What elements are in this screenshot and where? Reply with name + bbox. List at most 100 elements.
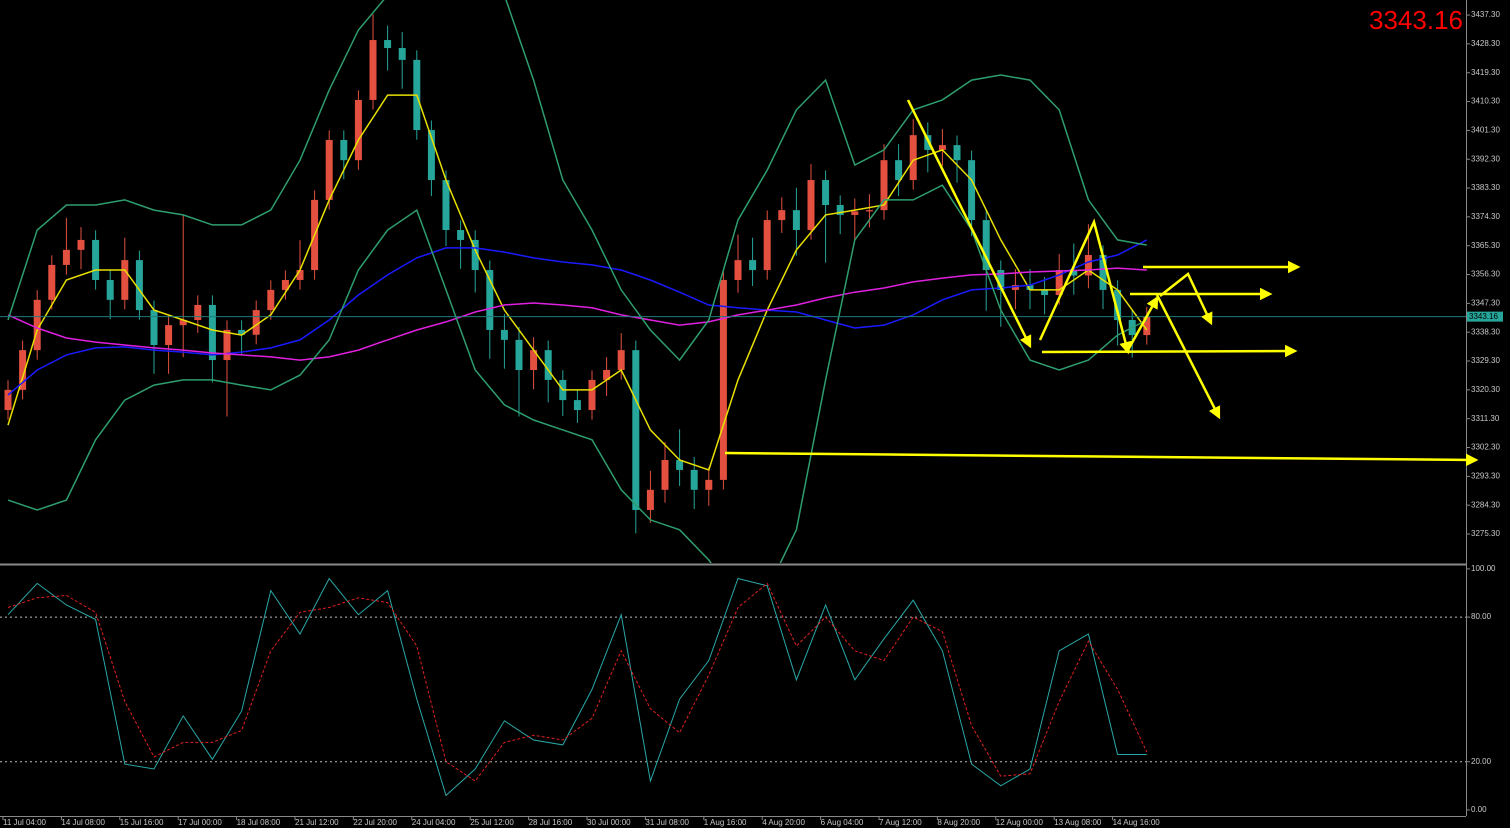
candle-body	[398, 48, 406, 60]
candle-body	[384, 40, 392, 49]
candle-body	[1011, 285, 1019, 290]
candle-body	[340, 139, 348, 161]
indicator-line	[7, 0, 1147, 362]
candle-body	[632, 350, 640, 510]
candle-body	[106, 279, 114, 300]
candle-body	[763, 220, 771, 271]
candle-body	[135, 260, 143, 311]
candle-body	[544, 350, 552, 380]
x-tick-label: 7 Aug 12:00	[879, 818, 922, 827]
y-tick-label: 3320.30	[1471, 385, 1500, 394]
y-tick-label: 3392.30	[1471, 154, 1500, 163]
current-price-box	[1467, 311, 1503, 322]
candle-body	[1143, 316, 1151, 336]
candle-body	[121, 260, 129, 300]
candle-body	[486, 270, 494, 330]
x-tick-label: 18 Jul 08:00	[237, 818, 281, 827]
candle-body	[500, 329, 508, 340]
oscillator-line	[7, 582, 1148, 782]
x-tick-label: 4 Aug 20:00	[762, 818, 805, 827]
y-tick-label: 80.00	[1471, 612, 1492, 621]
x-tick-label: 15 Jul 16:00	[120, 818, 164, 827]
candle-body	[92, 239, 100, 280]
candle-body	[165, 325, 173, 346]
candle-body	[573, 400, 581, 411]
x-tick-label: 1 Aug 16:00	[704, 818, 747, 827]
candle-body	[938, 145, 946, 150]
candle-body	[895, 160, 903, 181]
candle-body	[836, 205, 844, 215]
indicator-line	[7, 267, 1147, 361]
candle-body	[208, 304, 216, 361]
y-tick-label: 3419.30	[1471, 68, 1500, 77]
candle-body	[865, 210, 873, 212]
x-tick-label: 12 Aug 00:00	[996, 818, 1044, 827]
candle-body	[1099, 254, 1107, 290]
y-tick-label: 3401.30	[1471, 125, 1500, 134]
indicator-line	[7, 239, 1148, 396]
y-tick-label: 20.00	[1471, 757, 1492, 766]
candle-body	[749, 260, 757, 271]
annotation-arrow	[1041, 344, 1298, 358]
x-tick-label: 14 Jul 08:00	[61, 818, 105, 827]
candle-body	[588, 379, 596, 411]
candle-body	[661, 460, 669, 490]
annotation-arrow	[1159, 272, 1213, 326]
y-tick-label: 3374.30	[1471, 212, 1500, 221]
y-tick-label: 100.00	[1471, 564, 1496, 573]
candle-body	[968, 160, 976, 221]
candle-body	[325, 139, 333, 200]
candle-body	[238, 329, 246, 335]
candle-body	[617, 350, 625, 370]
y-tick-label: 3437.30	[1471, 10, 1500, 19]
y-tick-label: 3383.30	[1471, 183, 1500, 192]
y-tick-label: 3410.30	[1471, 97, 1500, 106]
candle-body	[792, 210, 800, 231]
candle-body	[1026, 285, 1034, 290]
y-tick-label: 3284.30	[1471, 500, 1500, 509]
current-price-label: 3343.16	[1469, 312, 1498, 321]
current-price-display: 3343.16	[1369, 5, 1463, 35]
candle-body	[1055, 270, 1063, 296]
candle-body	[457, 230, 465, 240]
candle-body	[179, 320, 187, 326]
candle-body	[281, 279, 289, 290]
candle-body	[4, 389, 12, 411]
annotation-arrow	[906, 99, 1032, 349]
axes: 3275.30 3284.30 3293.30 3302.30 3311.30 3320.…	[2, 10, 1503, 827]
candle-body	[267, 289, 275, 311]
candle-body	[719, 279, 727, 480]
y-tick-label: 3347.30	[1471, 298, 1500, 307]
candle-body	[807, 180, 815, 231]
candle-body	[471, 239, 479, 271]
indicator-line	[7, 184, 1148, 563]
candle-body	[33, 299, 41, 351]
price-panel	[0, 0, 1466, 563]
candle-body	[252, 310, 260, 335]
annotation-arrow	[1038, 218, 1132, 355]
y-tick-label: 3428.30	[1471, 39, 1500, 48]
candle-body	[676, 460, 684, 470]
candle-body	[150, 310, 158, 346]
candle-body	[77, 239, 85, 250]
candle-body	[997, 270, 1005, 290]
candle-body	[603, 369, 611, 380]
candle-body	[223, 329, 231, 361]
candle-body	[194, 304, 202, 321]
candle-body	[48, 264, 56, 300]
oscillator-line	[7, 577, 1147, 797]
x-tick-label: 13 Aug 08:00	[1054, 818, 1102, 827]
x-tick-label: 8 Aug 20:00	[937, 818, 980, 827]
candle-body	[880, 160, 888, 211]
candle-body	[19, 350, 27, 390]
candle-body	[369, 40, 377, 100]
annotation-arrow	[1155, 294, 1221, 420]
candle-body	[909, 135, 917, 181]
x-tick-label: 11 Jul 04:00	[3, 818, 47, 827]
x-tick-label: 24 Jul 04:00	[412, 818, 456, 827]
candle-body	[822, 180, 830, 206]
y-tick-label: 3365.30	[1471, 241, 1500, 250]
candle-body	[442, 180, 450, 231]
